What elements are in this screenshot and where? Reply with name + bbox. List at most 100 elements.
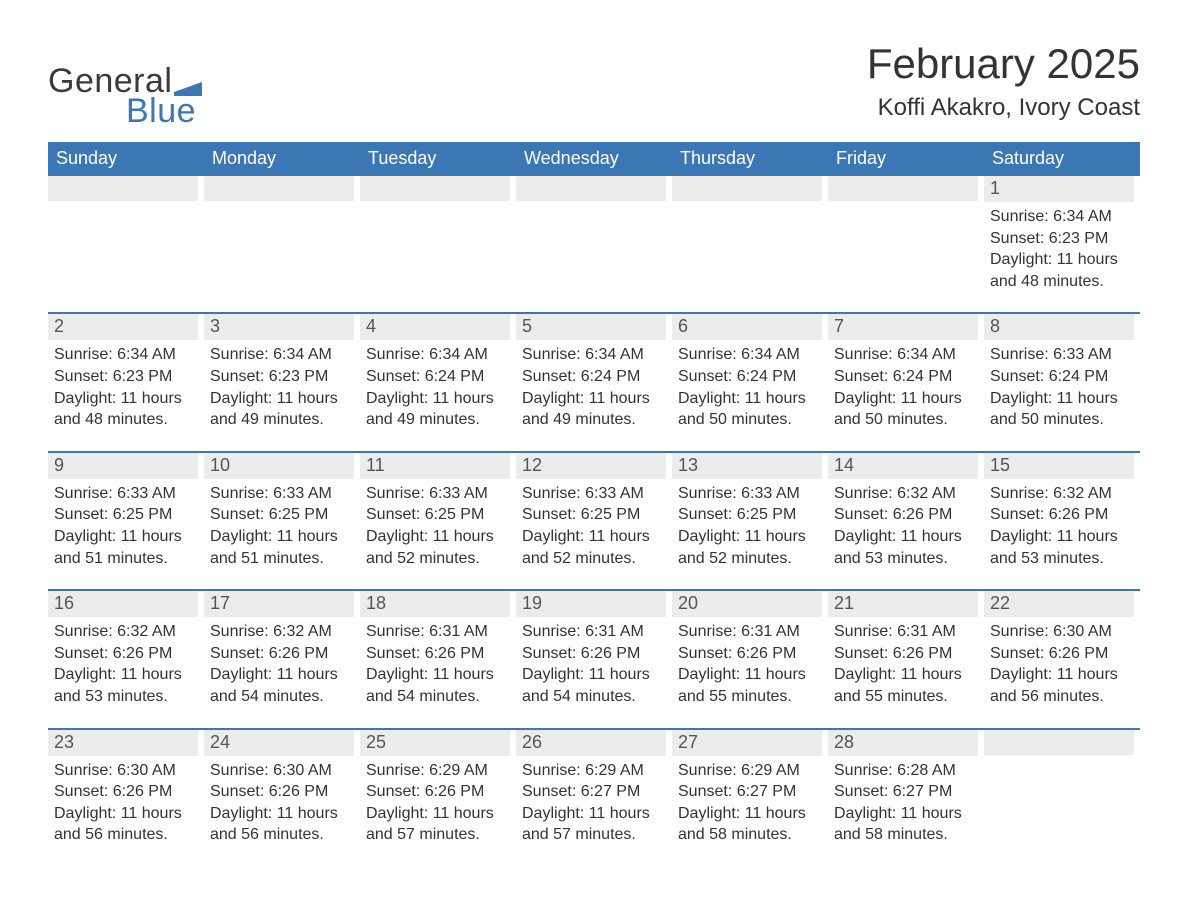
- sunrise-text: Sunrise: 6:30 AM: [210, 760, 354, 782]
- daylight-text: Daylight: 11 hours and 49 minutes.: [210, 388, 354, 431]
- day-details: Sunrise: 6:28 AMSunset: 6:27 PMDaylight:…: [828, 756, 978, 846]
- day-number: 13: [672, 453, 822, 479]
- sunrise-text: Sunrise: 6:29 AM: [678, 760, 822, 782]
- sunrise-text: Sunrise: 6:33 AM: [210, 483, 354, 505]
- sunrise-text: Sunrise: 6:34 AM: [678, 344, 822, 366]
- day-details: Sunrise: 6:30 AMSunset: 6:26 PMDaylight:…: [48, 756, 198, 846]
- daylight-text: Daylight: 11 hours and 57 minutes.: [366, 803, 510, 846]
- sunrise-text: Sunrise: 6:30 AM: [54, 760, 198, 782]
- dow-header: Wednesday: [516, 142, 672, 176]
- day-details: Sunrise: 6:34 AMSunset: 6:24 PMDaylight:…: [828, 340, 978, 430]
- day-details: Sunrise: 6:32 AMSunset: 6:26 PMDaylight:…: [48, 617, 198, 707]
- day-details: Sunrise: 6:30 AMSunset: 6:26 PMDaylight:…: [204, 756, 354, 846]
- day-cell: 12Sunrise: 6:33 AMSunset: 6:25 PMDayligh…: [516, 453, 672, 575]
- sunset-text: Sunset: 6:27 PM: [834, 781, 978, 803]
- sunrise-text: Sunrise: 6:31 AM: [366, 621, 510, 643]
- day-details: Sunrise: 6:29 AMSunset: 6:27 PMDaylight:…: [516, 756, 666, 846]
- day-number: 6: [672, 314, 822, 340]
- day-cell: 19Sunrise: 6:31 AMSunset: 6:26 PMDayligh…: [516, 591, 672, 713]
- day-number: 25: [360, 730, 510, 756]
- day-number: 7: [828, 314, 978, 340]
- day-cell: 23Sunrise: 6:30 AMSunset: 6:26 PMDayligh…: [48, 730, 204, 852]
- day-number: 17: [204, 591, 354, 617]
- day-details: Sunrise: 6:31 AMSunset: 6:26 PMDaylight:…: [828, 617, 978, 707]
- empty-day-cell: [672, 176, 828, 298]
- day-cell: 1Sunrise: 6:34 AMSunset: 6:23 PMDaylight…: [984, 176, 1140, 298]
- sunrise-text: Sunrise: 6:33 AM: [990, 344, 1134, 366]
- sunset-text: Sunset: 6:26 PM: [990, 643, 1134, 665]
- sunset-text: Sunset: 6:26 PM: [678, 643, 822, 665]
- sunset-text: Sunset: 6:23 PM: [54, 366, 198, 388]
- day-details: Sunrise: 6:34 AMSunset: 6:24 PMDaylight:…: [360, 340, 510, 430]
- day-number: 28: [828, 730, 978, 756]
- sunrise-text: Sunrise: 6:33 AM: [54, 483, 198, 505]
- dow-header: Friday: [828, 142, 984, 176]
- sunset-text: Sunset: 6:27 PM: [678, 781, 822, 803]
- day-number: [360, 176, 510, 201]
- day-cell: 5Sunrise: 6:34 AMSunset: 6:24 PMDaylight…: [516, 314, 672, 436]
- day-number: [828, 176, 978, 201]
- empty-day-cell: [828, 176, 984, 298]
- day-number: 15: [984, 453, 1134, 479]
- day-number: 27: [672, 730, 822, 756]
- daylight-text: Daylight: 11 hours and 58 minutes.: [834, 803, 978, 846]
- day-details: Sunrise: 6:33 AMSunset: 6:25 PMDaylight:…: [48, 479, 198, 569]
- daylight-text: Daylight: 11 hours and 58 minutes.: [678, 803, 822, 846]
- day-details: Sunrise: 6:33 AMSunset: 6:25 PMDaylight:…: [672, 479, 822, 569]
- daylight-text: Daylight: 11 hours and 53 minutes.: [54, 664, 198, 707]
- day-details: Sunrise: 6:33 AMSunset: 6:25 PMDaylight:…: [204, 479, 354, 569]
- day-details: Sunrise: 6:29 AMSunset: 6:27 PMDaylight:…: [672, 756, 822, 846]
- day-cell: 3Sunrise: 6:34 AMSunset: 6:23 PMDaylight…: [204, 314, 360, 436]
- sunrise-text: Sunrise: 6:31 AM: [522, 621, 666, 643]
- sunrise-text: Sunrise: 6:34 AM: [990, 206, 1134, 228]
- sunset-text: Sunset: 6:26 PM: [990, 504, 1134, 526]
- empty-day-cell: [984, 730, 1140, 852]
- day-number: 18: [360, 591, 510, 617]
- day-cell: 7Sunrise: 6:34 AMSunset: 6:24 PMDaylight…: [828, 314, 984, 436]
- empty-day-cell: [48, 176, 204, 298]
- day-details: Sunrise: 6:33 AMSunset: 6:25 PMDaylight:…: [516, 479, 666, 569]
- day-cell: 4Sunrise: 6:34 AMSunset: 6:24 PMDaylight…: [360, 314, 516, 436]
- sunrise-text: Sunrise: 6:33 AM: [522, 483, 666, 505]
- day-cell: 21Sunrise: 6:31 AMSunset: 6:26 PMDayligh…: [828, 591, 984, 713]
- day-number: 14: [828, 453, 978, 479]
- calendar-page: General Blue February 2025 Koffi Akakro,…: [0, 0, 1188, 900]
- sunset-text: Sunset: 6:27 PM: [522, 781, 666, 803]
- daylight-text: Daylight: 11 hours and 53 minutes.: [834, 526, 978, 569]
- logo-text-blue: Blue: [126, 94, 202, 128]
- day-cell: 24Sunrise: 6:30 AMSunset: 6:26 PMDayligh…: [204, 730, 360, 852]
- day-number: 24: [204, 730, 354, 756]
- day-cell: 17Sunrise: 6:32 AMSunset: 6:26 PMDayligh…: [204, 591, 360, 713]
- day-number: 8: [984, 314, 1134, 340]
- sunset-text: Sunset: 6:25 PM: [678, 504, 822, 526]
- daylight-text: Daylight: 11 hours and 54 minutes.: [522, 664, 666, 707]
- day-number: 12: [516, 453, 666, 479]
- sunrise-text: Sunrise: 6:32 AM: [990, 483, 1134, 505]
- day-details: Sunrise: 6:29 AMSunset: 6:26 PMDaylight:…: [360, 756, 510, 846]
- weeks-container: 1Sunrise: 6:34 AMSunset: 6:23 PMDaylight…: [48, 176, 1140, 852]
- sunset-text: Sunset: 6:23 PM: [990, 228, 1134, 250]
- sunrise-text: Sunrise: 6:33 AM: [366, 483, 510, 505]
- day-details: Sunrise: 6:34 AMSunset: 6:23 PMDaylight:…: [984, 202, 1134, 292]
- day-cell: 16Sunrise: 6:32 AMSunset: 6:26 PMDayligh…: [48, 591, 204, 713]
- sunrise-text: Sunrise: 6:32 AM: [210, 621, 354, 643]
- day-cell: 28Sunrise: 6:28 AMSunset: 6:27 PMDayligh…: [828, 730, 984, 852]
- day-details: Sunrise: 6:31 AMSunset: 6:26 PMDaylight:…: [516, 617, 666, 707]
- day-cell: 25Sunrise: 6:29 AMSunset: 6:26 PMDayligh…: [360, 730, 516, 852]
- daylight-text: Daylight: 11 hours and 49 minutes.: [366, 388, 510, 431]
- sunset-text: Sunset: 6:23 PM: [210, 366, 354, 388]
- sunrise-text: Sunrise: 6:30 AM: [990, 621, 1134, 643]
- daylight-text: Daylight: 11 hours and 52 minutes.: [678, 526, 822, 569]
- day-details: Sunrise: 6:32 AMSunset: 6:26 PMDaylight:…: [204, 617, 354, 707]
- sunset-text: Sunset: 6:25 PM: [366, 504, 510, 526]
- day-number: 23: [48, 730, 198, 756]
- day-details: Sunrise: 6:34 AMSunset: 6:24 PMDaylight:…: [516, 340, 666, 430]
- daylight-text: Daylight: 11 hours and 55 minutes.: [678, 664, 822, 707]
- sunrise-text: Sunrise: 6:31 AM: [834, 621, 978, 643]
- daylight-text: Daylight: 11 hours and 56 minutes.: [990, 664, 1134, 707]
- day-details: Sunrise: 6:34 AMSunset: 6:23 PMDaylight:…: [48, 340, 198, 430]
- day-number: 16: [48, 591, 198, 617]
- daylight-text: Daylight: 11 hours and 53 minutes.: [990, 526, 1134, 569]
- sunrise-text: Sunrise: 6:34 AM: [366, 344, 510, 366]
- day-number: 3: [204, 314, 354, 340]
